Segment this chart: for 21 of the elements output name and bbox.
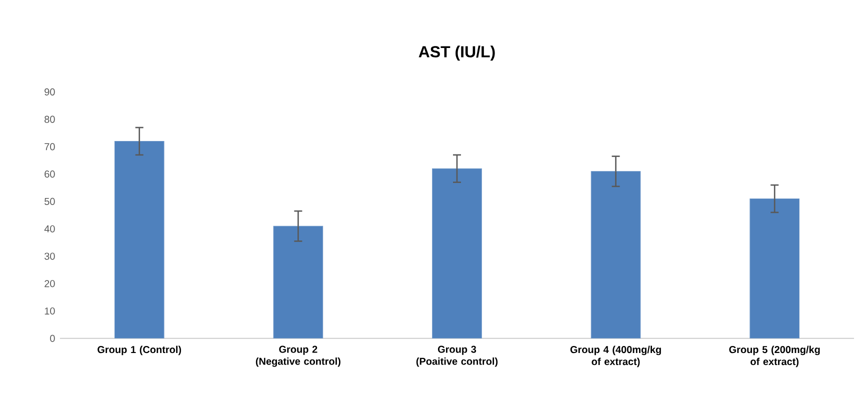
x-tick-label: Group 4 (400mg/kg of extract) (570, 346, 661, 368)
x-tick-label: Group 2 (Negative control) (256, 346, 340, 367)
bar (590, 171, 641, 338)
x-tick-label: Group 3 (Poaitive control) (416, 346, 498, 367)
y-tick-label: 90 (44, 88, 55, 96)
y-tick-label: 0 (50, 334, 55, 342)
bar (273, 226, 324, 338)
y-tick-label: 80 (44, 116, 55, 123)
x-tick-label: Group 5 (200mg/kg of extract) (729, 346, 820, 368)
y-tick-label: 10 (44, 307, 55, 315)
chart-title: AST (IU/L) (418, 46, 495, 61)
y-tick-label: 70 (44, 143, 55, 150)
x-tick-label: Group 1 (Control) (98, 346, 182, 356)
y-tick-label: 20 (44, 280, 55, 288)
bar (750, 198, 800, 338)
y-tick-label: 60 (44, 170, 55, 178)
bar (432, 168, 482, 338)
y-tick-label: 50 (44, 198, 55, 206)
bar (114, 140, 164, 338)
y-tick-label: 30 (44, 252, 55, 260)
y-tick-label: 40 (44, 225, 55, 232)
